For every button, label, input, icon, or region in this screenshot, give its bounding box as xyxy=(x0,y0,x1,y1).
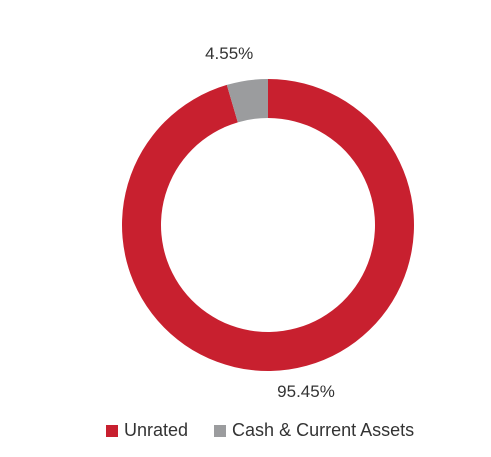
donut-labels: 95.45% 4.55% xyxy=(205,44,335,401)
legend-item-unrated: Unrated xyxy=(106,420,188,441)
legend-swatch-cash-current-assets xyxy=(214,424,227,437)
slice-label-unrated: 95.45% xyxy=(277,382,335,401)
legend-item-cash-current-assets: Cash & Current Assets xyxy=(214,420,414,441)
chart-legend: Unrated Cash & Current Assets xyxy=(106,420,414,441)
donut-slices xyxy=(122,79,415,372)
legend-label-unrated: Unrated xyxy=(124,420,189,440)
legend-label-cash-current-assets: Cash & Current Assets xyxy=(232,420,415,440)
donut-slice-unrated xyxy=(122,79,415,372)
legend-swatch-unrated xyxy=(106,424,118,437)
slice-label-cash-current-assets: 4.55% xyxy=(205,44,253,63)
donut-slice-cash-current-assets xyxy=(226,79,268,123)
